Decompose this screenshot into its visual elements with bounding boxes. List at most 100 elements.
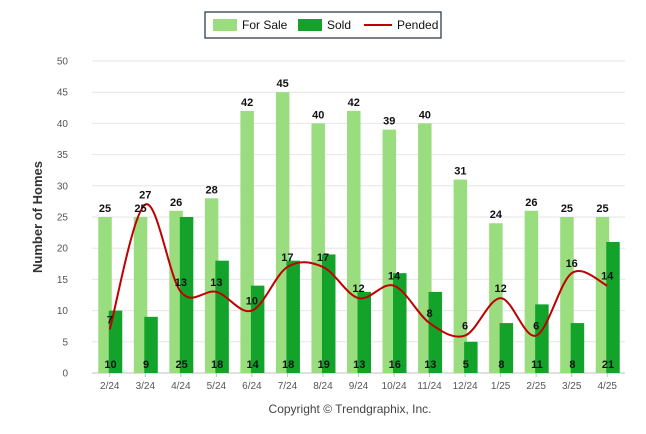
x-tick-label: 7/24 [278, 381, 298, 392]
pended-value-label: 13 [210, 277, 222, 289]
sold-bar [393, 273, 407, 373]
for-sale-bar [595, 217, 610, 373]
x-tick-label: 2/25 [526, 381, 546, 392]
y-tick-label: 10 [57, 306, 69, 317]
x-tick-label: 3/25 [562, 381, 582, 392]
sold-value-label: 5 [463, 359, 469, 371]
pended-value-label: 8 [427, 308, 433, 320]
for-sale-bar [240, 110, 254, 374]
y-tick-label: 20 [57, 244, 69, 255]
y-tick-label: 40 [57, 119, 69, 130]
sold-value-label: 18 [211, 359, 223, 371]
sold-bar [606, 241, 620, 373]
for-sale-value-label: 40 [419, 109, 431, 121]
for-sale-value-label: 25 [99, 203, 111, 215]
for-sale-bar [382, 129, 397, 373]
for-sale-value-label: 25 [134, 203, 146, 215]
for-sale-value-label: 31 [454, 166, 466, 178]
pended-line [108, 203, 608, 338]
for-sale-bar [275, 92, 290, 373]
for-sale-bar [347, 110, 361, 374]
sold-bar [286, 260, 300, 373]
sold-value-label: 25 [175, 359, 187, 371]
sold-value-label: 16 [389, 359, 401, 371]
y-tick-label: 15 [57, 275, 69, 286]
sold-bar [144, 316, 158, 373]
sold-bar [535, 304, 549, 373]
x-axis-ticks: 2/24 3/24 4/24 5/24 6/24 7/24 8/24 9/24 10/24 11/… [100, 373, 617, 392]
y-tick-label: 35 [57, 150, 69, 161]
pended-value-label: 17 [281, 252, 293, 264]
data-labels: 25 10 25 9 26 25 28 18 42 14 45 18 40 19 42 13 39 16 40 13 3… [99, 78, 614, 371]
for-sale-legend-label: For Sale [242, 18, 288, 32]
for-sale-value-label: 26 [170, 197, 182, 209]
x-tick-label: 8/24 [313, 381, 333, 392]
pended-line-path [108, 203, 608, 338]
for-sale-value-label: 26 [525, 197, 537, 209]
sold-value-label: 8 [569, 359, 575, 371]
sold-value-label: 10 [104, 359, 116, 371]
pended-legend-label: Pended [397, 18, 438, 32]
for-sale-value-label: 25 [596, 203, 608, 215]
for-sale-bar [489, 223, 503, 373]
sold-bar [570, 323, 585, 373]
pended-value-label: 7 [107, 314, 113, 326]
y-tick-label: 5 [62, 337, 68, 348]
x-tick-label: 3/24 [136, 381, 156, 392]
sold-legend-swatch [298, 19, 322, 31]
sold-bar [428, 291, 443, 373]
for-sale-value-label: 28 [205, 184, 217, 196]
pended-value-label: 14 [601, 271, 614, 283]
y-tick-label: 45 [57, 88, 69, 99]
pended-value-label: 6 [533, 321, 539, 333]
for-sale-value-label: 40 [312, 109, 324, 121]
sold-bar [464, 341, 478, 373]
x-tick-label: 11/24 [417, 381, 442, 392]
sold-value-label: 8 [498, 359, 504, 371]
sold-value-label: 19 [318, 359, 330, 371]
for-sale-legend-swatch [213, 19, 237, 31]
sold-value-label: 11 [531, 359, 543, 371]
pended-value-label: 12 [352, 283, 364, 295]
for-sale-bar [453, 179, 468, 373]
for-sale-bar [311, 123, 325, 374]
x-tick-label: 6/24 [242, 381, 262, 392]
sold-bar [108, 310, 123, 373]
pended-value-label: 27 [139, 190, 151, 202]
x-tick-label: 1/25 [491, 381, 511, 392]
sold-bar [250, 285, 265, 373]
y-tick-label: 25 [57, 213, 69, 224]
y-axis-ticks: 0 5 10 15 20 25 30 35 40 45 50 [57, 57, 69, 380]
x-tick-label: 9/24 [349, 381, 369, 392]
pended-value-label: 14 [388, 271, 401, 283]
pended-value-label: 16 [566, 258, 578, 270]
sold-value-label: 18 [282, 359, 294, 371]
x-tick-label: 10/24 [382, 381, 407, 392]
for-sale-bar [169, 210, 183, 373]
for-sale-value-label: 42 [348, 97, 360, 109]
sold-value-label: 21 [602, 359, 614, 371]
pended-value-label: 6 [462, 321, 468, 333]
for-sale-value-label: 24 [490, 209, 503, 221]
sold-value-label: 13 [424, 359, 436, 371]
sold-bar [215, 260, 229, 373]
x-tick-label: 4/25 [597, 381, 617, 392]
y-tick-label: 30 [57, 181, 69, 192]
y-axis-title: Number of Homes [30, 161, 45, 273]
for-sale-bar [418, 123, 432, 374]
sold-value-label: 14 [247, 359, 260, 371]
sold-bar [357, 291, 371, 373]
for-sale-bar [133, 217, 148, 373]
for-sale-value-label: 25 [561, 203, 573, 215]
pended-value-label: 10 [246, 296, 258, 308]
for-sale-value-label: 45 [277, 78, 289, 90]
sold-value-label: 13 [353, 359, 365, 371]
sold-bar [179, 217, 194, 373]
x-tick-label: 2/24 [100, 381, 120, 392]
sold-legend-label: Sold [327, 18, 351, 32]
sold-bar [321, 254, 336, 373]
y-tick-label: 50 [57, 57, 69, 68]
for-sale-value-label: 39 [383, 116, 395, 128]
sold-value-label: 9 [143, 359, 149, 371]
